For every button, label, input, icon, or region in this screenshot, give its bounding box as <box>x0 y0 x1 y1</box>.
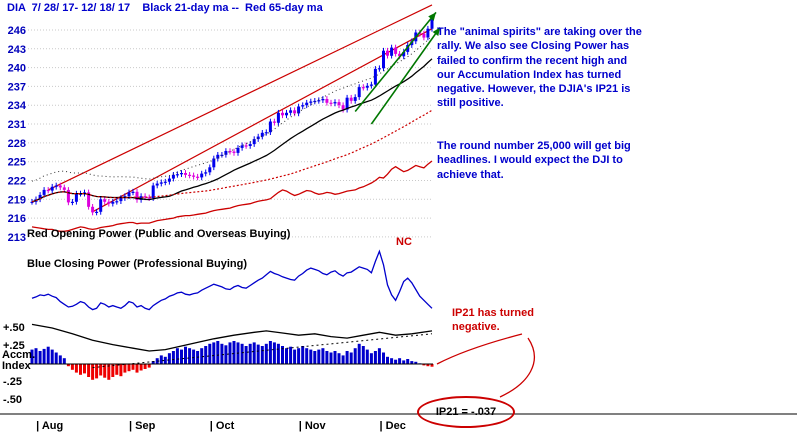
opening-power-line <box>31 160 433 232</box>
closing-power-label: Blue Closing Power (Professional Buying) <box>27 258 248 270</box>
ip21-value-text: IP21 = -.037 <box>435 406 497 418</box>
svg-text:228: 228 <box>8 138 26 150</box>
upper-band-dotted <box>31 35 433 182</box>
candlesticks <box>30 16 434 216</box>
svg-text:219: 219 <box>8 194 26 206</box>
svg-text:213: 213 <box>8 232 26 244</box>
nc-nonconfirmation-label: NC <box>396 236 412 248</box>
svg-text:246: 246 <box>8 25 26 37</box>
closing-power-line <box>31 249 433 311</box>
red-trendlines <box>47 4 433 213</box>
svg-text:+.50: +.50 <box>3 322 25 334</box>
accum-trend-dotted <box>92 333 433 369</box>
ip21-value-ellipse: IP21 = -.037 <box>417 396 515 428</box>
opening-power-label: Red Opening Power (Public and Overseas B… <box>27 228 291 240</box>
ip21-negative-note: IP21 has turned negative. <box>452 307 534 333</box>
svg-text:| Aug: | Aug <box>36 420 63 432</box>
svg-text:234: 234 <box>8 100 27 112</box>
svg-text:-.25: -.25 <box>3 376 22 388</box>
svg-text:Accm.: Accm. <box>2 349 35 361</box>
svg-text:240: 240 <box>8 63 26 75</box>
svg-text:222: 222 <box>8 176 26 188</box>
green-arrows <box>354 11 441 125</box>
ma-65day-red-dotted <box>31 109 433 203</box>
svg-text:243: 243 <box>8 44 26 56</box>
svg-text:| Dec: | Dec <box>380 420 406 432</box>
annotation-animal-spirits: The "animal spirits" are taking over the… <box>437 26 642 110</box>
svg-text:225: 225 <box>8 157 26 169</box>
svg-text:Index: Index <box>2 360 32 372</box>
accumulation-histogram <box>30 341 434 380</box>
svg-text:231: 231 <box>8 119 26 131</box>
accum-axis-labels: +.50 +.25 -.25 -.50 Accm.Index <box>2 322 35 406</box>
svg-text:237: 237 <box>8 81 26 93</box>
svg-text:+.25: +.25 <box>3 340 25 352</box>
svg-text:216: 216 <box>8 213 26 225</box>
ip21-connector-lines <box>436 333 535 398</box>
svg-text:| Nov: | Nov <box>299 420 327 432</box>
chart-title: DIA 7/ 28/ 17- 12/ 18/ 17 Black 21-day m… <box>7 2 323 14</box>
svg-text:| Sep: | Sep <box>129 420 156 432</box>
month-labels: | Aug | Sep | Oct | Nov | Dec <box>36 420 406 432</box>
price-axis-labels: 246 243 240 237 234 231 228 225 222 219 216 213 <box>8 25 27 244</box>
svg-text:-.50: -.50 <box>3 394 22 406</box>
svg-text:| Oct: | Oct <box>210 420 235 432</box>
annotation-round-number: The round number 25,000 will get big hea… <box>437 140 631 181</box>
accum-ma-line <box>31 323 433 352</box>
